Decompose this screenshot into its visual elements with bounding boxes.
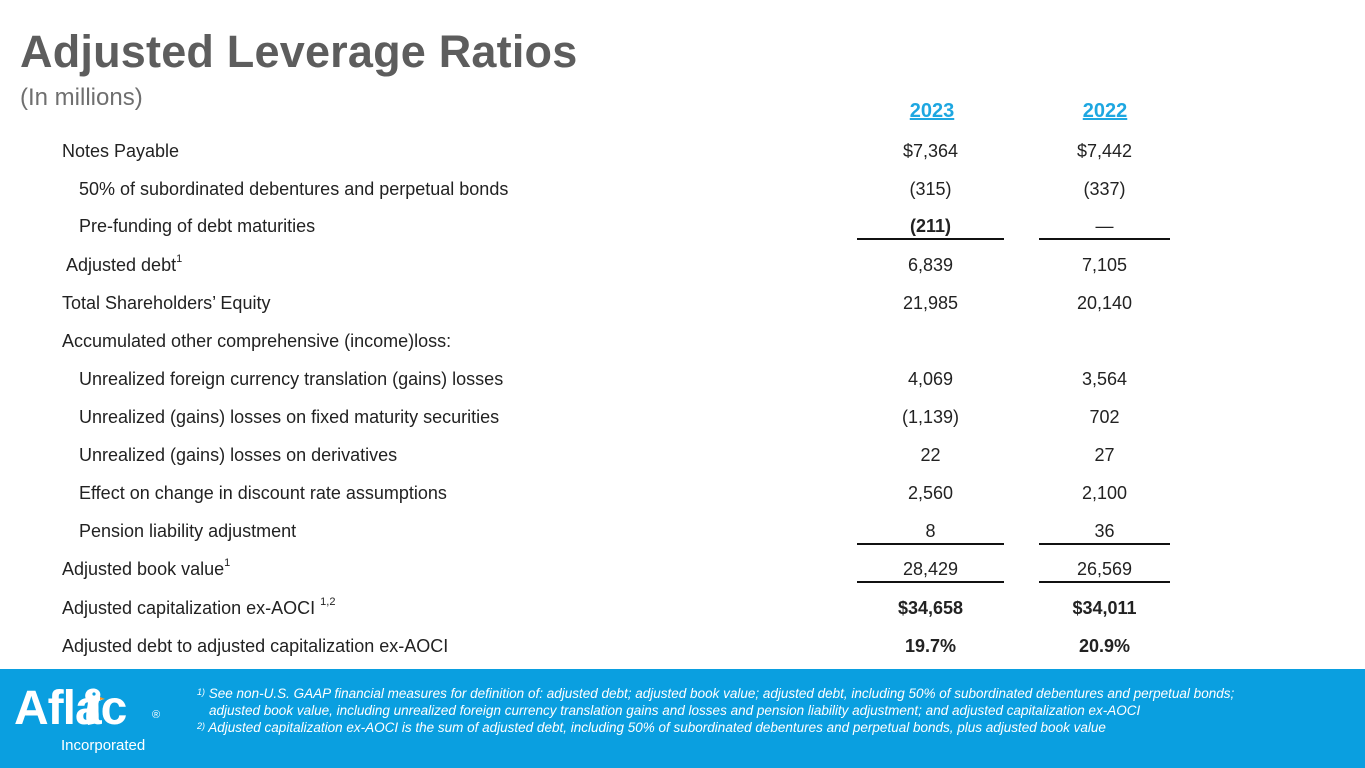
row-value-2023: $7,364 xyxy=(902,141,959,161)
duck-icon xyxy=(85,688,105,725)
row-value-2022: $34,011 xyxy=(1072,598,1137,618)
footnotes: 1) See non-U.S. GAAP financial measures … xyxy=(197,685,1347,736)
row-value-2023: (211) xyxy=(909,216,952,236)
page-title: Adjusted Leverage Ratios xyxy=(20,26,578,77)
row-label: Adjusted book value1 xyxy=(62,557,231,579)
row-value-2022: 702 xyxy=(1089,407,1120,427)
row-value-2022: 36 xyxy=(1094,521,1115,541)
table-row-fixed-maturity: Unrealized (gains) losses on fixed matur… xyxy=(0,407,1365,437)
table-row-adjusted-capitalization: Adjusted capitalization ex-AOCI 1,2 $34,… xyxy=(0,596,1365,628)
row-value-2022: — xyxy=(1095,216,1114,236)
row-label: Effect on change in discount rate assump… xyxy=(79,483,447,503)
table-row-pension: Pension liability adjustment 8 36 xyxy=(0,521,1365,551)
column-header-2023: 2023 xyxy=(909,100,955,122)
row-label: Unrealized (gains) losses on fixed matur… xyxy=(79,407,500,427)
row-label: Notes Payable xyxy=(62,141,180,161)
table-row-derivatives: Unrealized (gains) losses on derivatives… xyxy=(0,445,1365,475)
row-label: 50% of subordinated debentures and perpe… xyxy=(79,179,509,199)
row-label: Pension liability adjustment xyxy=(79,521,297,541)
row-value-2023: 21,985 xyxy=(902,293,959,313)
footnote-2: 2) Adjusted capitalization ex-AOCI is th… xyxy=(197,720,1106,735)
table-row-adjusted-book-value: Adjusted book value1 28,429 26,569 xyxy=(0,557,1365,589)
footnote-1: 1) See non-U.S. GAAP financial measures … xyxy=(197,686,1235,701)
row-value-2022: $7,442 xyxy=(1076,141,1133,161)
row-value-2022: (337) xyxy=(1083,179,1126,199)
table-row-notes-payable: Notes Payable $7,364 $7,442 xyxy=(0,141,1365,171)
subtotal-rule xyxy=(857,543,1004,545)
row-value-2022: 2,100 xyxy=(1081,483,1128,503)
table-row-subordinated-debentures: 50% of subordinated debentures and perpe… xyxy=(0,179,1365,209)
registered-mark: ® xyxy=(152,709,161,721)
row-value-2023: 6,839 xyxy=(907,255,954,275)
row-value-2022: 26,569 xyxy=(1076,559,1133,579)
row-value-2022: 7,105 xyxy=(1081,255,1128,275)
page-subtitle: (In millions) xyxy=(20,84,143,111)
row-value-2023: 22 xyxy=(920,445,941,465)
footnote-ref: 1,2 xyxy=(320,596,336,608)
row-value-2022: 20,140 xyxy=(1076,293,1133,313)
subtotal-rule xyxy=(1039,543,1170,545)
row-value-2022: 20.9% xyxy=(1078,636,1131,656)
row-label: Unrealized (gains) losses on derivatives xyxy=(79,445,398,465)
row-label: Total Shareholders’ Equity xyxy=(62,293,271,313)
subtotal-rule xyxy=(857,581,1004,583)
table-row-discount-rate: Effect on change in discount rate assump… xyxy=(0,483,1365,513)
row-label: Adjusted capitalization ex-AOCI 1,2 xyxy=(62,596,336,618)
logo-subtitle: Incorporated xyxy=(61,737,146,754)
footnote-1-continued: adjusted book value, including unrealize… xyxy=(209,703,1141,718)
row-label: Unrealized foreign currency translation … xyxy=(79,369,504,389)
table-row-shareholders-equity: Total Shareholders’ Equity 21,985 20,140 xyxy=(0,293,1365,323)
table-row-debt-to-capitalization: Adjusted debt to adjusted capitalization… xyxy=(0,636,1365,666)
footnote-ref: 1 xyxy=(224,557,231,569)
row-label: Adjusted debt1 xyxy=(66,253,183,275)
subtotal-rule xyxy=(1039,238,1170,240)
footer-bar: Aflac ® Incorporated 1) See non-U.S. GAA… xyxy=(0,669,1365,768)
row-value-2023: (315) xyxy=(909,179,952,199)
subtotal-rule xyxy=(1039,581,1170,583)
row-label: Accumulated other comprehensive (income)… xyxy=(62,331,452,351)
table-row-adjusted-debt: Adjusted debt1 6,839 7,105 xyxy=(0,253,1365,285)
aflac-logo: Aflac ® Incorporated xyxy=(14,681,164,761)
subtotal-rule xyxy=(857,238,1004,240)
row-label: Pre-funding of debt maturities xyxy=(79,216,316,236)
row-value-2023: $34,658 xyxy=(897,598,964,618)
footnote-ref: 1 xyxy=(176,253,183,265)
table-row-pre-funding: Pre-funding of debt maturities (211) — xyxy=(0,216,1365,246)
column-header-2022: 2022 xyxy=(1082,100,1128,122)
row-value-2022: 27 xyxy=(1094,445,1115,465)
row-label: Adjusted debt to adjusted capitalization… xyxy=(62,636,449,656)
row-value-2023: 28,429 xyxy=(902,559,959,579)
row-value-2023: 8 xyxy=(925,521,936,541)
logo-wordmark: Aflac xyxy=(14,682,127,735)
table-row-foreign-currency: Unrealized foreign currency translation … xyxy=(0,369,1365,399)
row-value-2023: 19.7% xyxy=(904,636,957,656)
row-value-2023: (1,139) xyxy=(901,407,960,427)
row-value-2022: 3,564 xyxy=(1081,369,1128,389)
row-value-2023: 2,560 xyxy=(907,483,954,503)
table-row-aoci-header: Accumulated other comprehensive (income)… xyxy=(0,331,1365,361)
row-value-2023: 4,069 xyxy=(907,369,954,389)
